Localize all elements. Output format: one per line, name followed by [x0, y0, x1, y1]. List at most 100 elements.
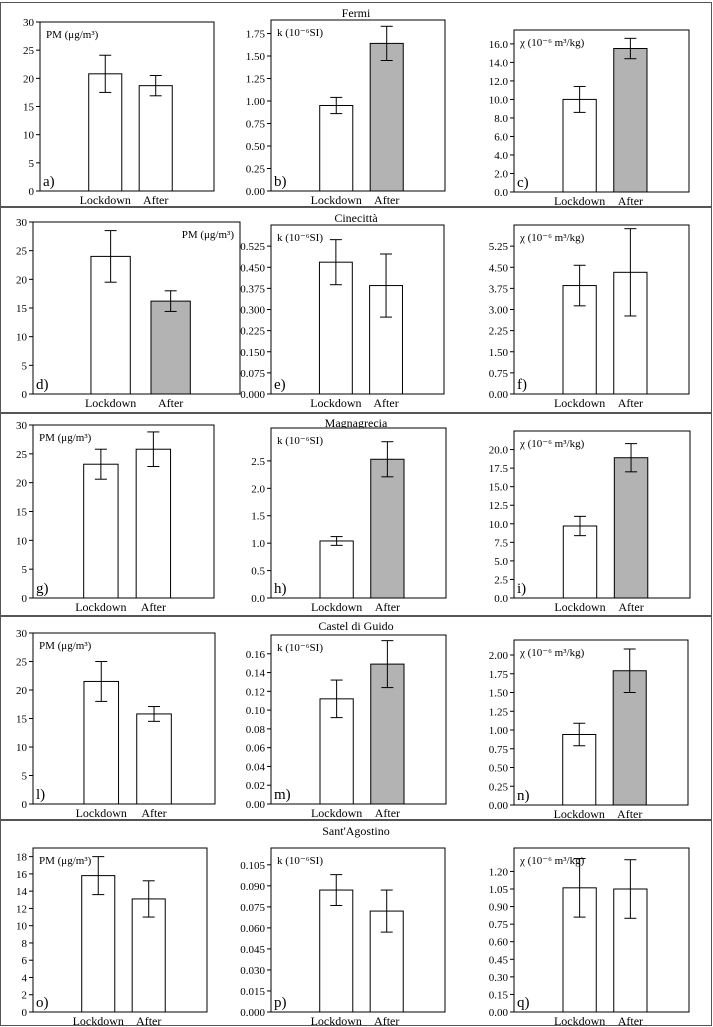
- y-tick-label: 15: [16, 714, 28, 726]
- category-label: Lockdown: [311, 193, 362, 207]
- row-3: Castel di Guido 0 5 10 15 20 25 30 Lockdown After…: [16, 619, 689, 821]
- category-label: Lockdown: [73, 1014, 124, 1027]
- y-axis-label: k (10⁻⁶SI): [277, 232, 323, 244]
- panel-label: m): [274, 787, 291, 803]
- plot-frame: [270, 427, 447, 599]
- y-tick-label: 1.50: [246, 51, 266, 63]
- y-tick-label: 2.5: [251, 456, 265, 468]
- y-tick-label: 0.75: [246, 119, 266, 131]
- y-tick-label: 1.00: [246, 96, 266, 108]
- y-tick-label: 5: [29, 158, 35, 170]
- bar-after: [136, 713, 172, 805]
- y-tick-label: 1.75: [489, 669, 509, 681]
- bar-after: [150, 300, 191, 395]
- y-tick-label: 10: [23, 130, 35, 142]
- y-tick-label: 10: [16, 742, 28, 754]
- category-label: After: [618, 194, 643, 208]
- y-tick-label: 0.30: [489, 972, 509, 984]
- panel-3-2: 0.00 0.25 0.50 0.75 1.00 1.25 1.50 1.75 2.00 Lock…: [489, 639, 689, 821]
- y-tick-label: 0.14: [246, 668, 266, 680]
- bar-lockdown: [562, 98, 597, 193]
- y-tick-label: 15.0: [489, 482, 509, 494]
- plot-frame: [32, 632, 216, 805]
- y-tick-label: 10.0: [489, 94, 509, 106]
- y-tick-label: 0: [22, 1007, 28, 1019]
- category-label: After: [141, 806, 166, 820]
- y-tick-label: 30: [16, 628, 28, 640]
- panel-label: e): [274, 377, 286, 393]
- y-tick-label: 3.75: [489, 283, 509, 295]
- bar-lockdown: [562, 525, 598, 599]
- y-tick-label: 10.0: [489, 519, 509, 531]
- y-tick-label: 0.000: [240, 389, 265, 401]
- plot-frame: [270, 224, 445, 395]
- plot-frame: [32, 221, 241, 395]
- y-tick-label: 0.015: [240, 986, 265, 998]
- plot-frame: [32, 424, 215, 599]
- y-tick-label: 0.000: [240, 1007, 265, 1019]
- y-tick-label: 0.090: [240, 881, 265, 893]
- bar-lockdown: [81, 875, 116, 1013]
- y-tick-label: 7.5: [494, 537, 508, 549]
- panel-label: p): [274, 995, 287, 1011]
- y-tick-label: 18: [16, 852, 28, 864]
- y-tick-label: 0.12: [246, 686, 265, 698]
- y-tick-label: 3.00: [489, 305, 509, 317]
- y-tick-label: 0.75: [489, 368, 509, 380]
- bar-after: [370, 458, 405, 599]
- bar-lockdown: [319, 889, 354, 1013]
- y-tick-label: 6: [22, 955, 28, 967]
- y-tick-label: 2.0: [494, 168, 508, 180]
- y-tick-label: 0.25: [489, 781, 509, 793]
- row-frame: [0, 413, 712, 616]
- y-tick-label: 14: [16, 886, 28, 898]
- y-axis-label: χ (10⁻⁶ m³/kg): [519, 232, 585, 244]
- category-label: After: [617, 807, 642, 821]
- y-tick-label: 0.00: [489, 389, 509, 401]
- y-axis-label: PM (μg/m³): [39, 855, 92, 867]
- y-tick-label: 5.25: [489, 241, 509, 253]
- y-tick-label: 0.105: [240, 860, 265, 872]
- row-1: Cinecittà 0 5 10 15 20 25 30 Lockdown After PM (μg…: [16, 211, 690, 410]
- category-label: Lockdown: [554, 194, 605, 208]
- y-tick-label: 0.75: [489, 919, 509, 931]
- y-tick-label: 2: [22, 990, 28, 1002]
- plot-frame: [513, 847, 690, 1013]
- bar-lockdown: [83, 463, 119, 599]
- panel-4-0: 0 2 4 6 8 10 12 14 16 18 Lockdown After PM (μg/m³) o): [16, 847, 208, 1027]
- y-tick-label: 0.90: [489, 902, 509, 914]
- y-tick-label: 20: [16, 478, 28, 490]
- y-tick-label: 0.25: [246, 164, 266, 176]
- category-label: Lockdown: [311, 1014, 362, 1027]
- row-title: Sant'Agostino: [322, 824, 390, 838]
- y-tick-label: 1.50: [489, 347, 509, 359]
- y-tick-label: 12: [16, 903, 27, 915]
- category-label: After: [143, 193, 168, 207]
- y-tick-label: 0: [22, 593, 28, 605]
- panel-label: c): [517, 175, 529, 191]
- y-tick-label: 14.0: [489, 57, 509, 69]
- y-tick-label: 0.50: [246, 141, 266, 153]
- plot-frame: [513, 639, 689, 806]
- category-label: Lockdown: [311, 806, 362, 820]
- y-tick-label: 0.00: [489, 800, 509, 812]
- panel-label: a): [43, 174, 55, 190]
- y-tick-label: 0: [22, 799, 28, 811]
- category-label: Lockdown: [554, 396, 605, 410]
- category-label: After: [158, 396, 183, 410]
- panel-label: n): [517, 788, 530, 804]
- row-title: Cinecittà: [334, 211, 378, 225]
- category-label: Lockdown: [75, 600, 126, 614]
- y-tick-label: 2.25: [489, 326, 509, 338]
- y-tick-label: 1.25: [246, 74, 266, 86]
- y-tick-label: 0: [22, 389, 28, 401]
- y-tick-label: 0.00: [246, 799, 266, 811]
- row-4: Sant'Agostino 0 2 4 6 8 10 12 14 16 18 Lockdown Afte…: [16, 824, 690, 1027]
- y-tick-label: 0.02: [246, 780, 265, 792]
- y-tick-label: 5.0: [494, 556, 508, 568]
- y-tick-label: 2.5: [494, 574, 508, 586]
- panel-label: h): [274, 581, 287, 597]
- y-tick-label: 0.16: [246, 649, 266, 661]
- y-tick-label: 0.15: [489, 989, 509, 1001]
